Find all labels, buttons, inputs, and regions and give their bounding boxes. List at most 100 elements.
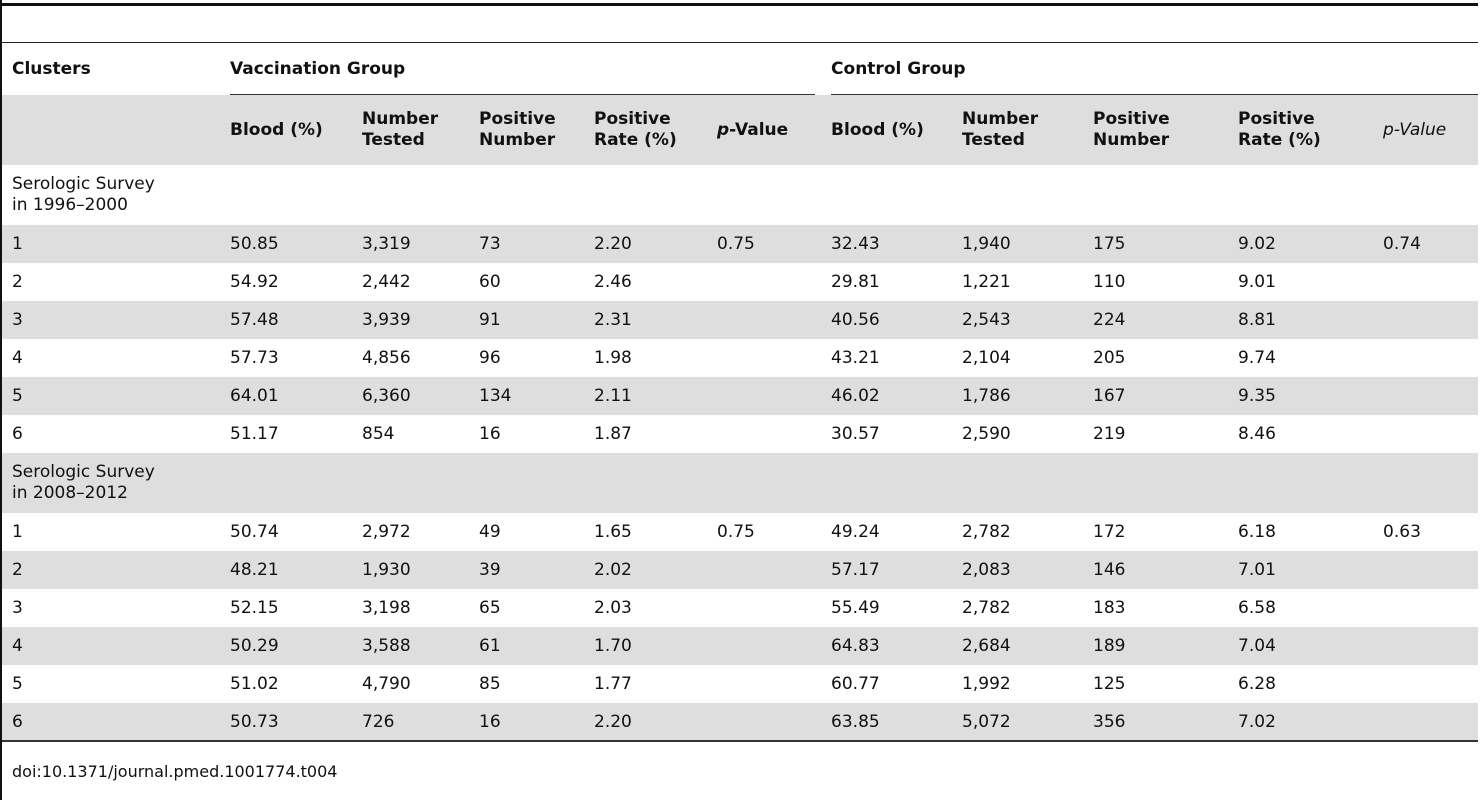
table-row: 4 50.29 3,588 61 1.70 64.83 2,684 189 7.04 <box>2 627 1479 665</box>
vacc-blood-cell: 48.21 <box>230 551 362 589</box>
vacc-positive-rate-cell: 2.31 <box>594 301 717 339</box>
vacc-number-tested-cell: 6,360 <box>362 377 479 415</box>
section-empty-cell <box>1383 453 1479 513</box>
ctrl-positive-rate-cell: 6.58 <box>1238 598 1276 618</box>
ctrl-positive-rate-cell: 9.01 <box>1238 272 1276 292</box>
vacc-number-tested-cell: 2,972 <box>362 522 411 542</box>
vacc-positive-number-header: Positive Number <box>479 95 594 165</box>
ctrl-number-tested-cell: 1,221 <box>962 272 1011 292</box>
cluster-cell: 4 <box>2 627 230 665</box>
ctrl-blood-header: Blood (%) <box>831 95 963 165</box>
vacc-p-value-cell <box>717 665 831 703</box>
ctrl-positive-rate-cell: 6.18 <box>1238 522 1276 542</box>
section-empty-cell <box>230 165 362 225</box>
section-empty-cell <box>1383 165 1478 225</box>
section-empty-cell <box>831 165 962 225</box>
table-row: 6 50.73 726 16 2.20 63.85 5,072 356 7.02 <box>2 703 1479 741</box>
ctrl-p-value-cell <box>1383 665 1478 703</box>
section-empty-cell <box>362 165 479 225</box>
ctrl-number-tested-cell: 5,072 <box>962 703 1094 741</box>
table-row: 3 52.15 3,198 65 2.03 55.49 2,782 183 6.58 <box>2 589 1478 627</box>
ctrl-p-value-header: p-Value <box>1383 95 1479 165</box>
ctrl-number-tested-cell: 2,104 <box>962 348 1011 368</box>
table-row: 6 51.17 854 16 1.87 30.57 2,590 219 8.46 <box>2 415 1478 453</box>
vacc-positive-rate-cell: 1.77 <box>594 674 632 694</box>
header-empty <box>2 95 230 165</box>
section-title: Serologic Survey in 2008–2012 <box>2 453 230 513</box>
ctrl-number-tested-cell: 2,590 <box>962 424 1011 444</box>
ctrl-p-value-cell: 0.74 <box>1383 225 1479 263</box>
vacc-p-value-cell <box>717 301 832 339</box>
section-empty-cell <box>1238 165 1383 225</box>
vacc-p-value-cell <box>717 627 832 665</box>
ctrl-blood-cell: 40.56 <box>831 301 963 339</box>
table-row: 4 57.73 4,856 96 1.98 43.21 2,104 205 9.74 <box>2 339 1478 377</box>
ctrl-positive-rate-cell: 7.02 <box>1238 703 1384 741</box>
ctrl-p-value-cell: 0.63 <box>1383 522 1421 542</box>
ctrl-blood-cell: 57.17 <box>831 551 963 589</box>
table-row: 2 54.92 2,442 60 2.46 29.81 1,221 110 9.01 <box>2 263 1478 301</box>
vacc-positive-rate-cell: 2.46 <box>594 272 632 292</box>
vacc-p-value-cell <box>717 415 831 453</box>
top-rule <box>0 3 1478 6</box>
vacc-positive-number-cell: 16 <box>479 424 501 444</box>
ctrl-number-tested-cell: 2,543 <box>962 301 1094 339</box>
vacc-positive-number-cell: 16 <box>479 703 594 741</box>
ctrl-positive-rate-cell: 6.28 <box>1238 674 1276 694</box>
vacc-positive-rate-cell: 1.70 <box>594 627 717 665</box>
vacc-positive-number-cell: 73 <box>479 225 594 263</box>
doi-footnote: doi:10.1371/journal.pmed.1001774.t004 <box>12 762 338 781</box>
ctrl-p-value-cell <box>1383 339 1478 377</box>
ctrl-number-tested-cell: 2,684 <box>962 627 1094 665</box>
vacc-positive-number-cell: 39 <box>479 551 594 589</box>
vacc-blood-cell: 50.74 <box>230 522 279 542</box>
ctrl-positive-number-cell: 189 <box>1093 627 1239 665</box>
ctrl-p-value-cell <box>1383 377 1479 415</box>
ctrl-positive-number-cell: 167 <box>1093 377 1239 415</box>
ctrl-positive-rate-cell: 7.04 <box>1238 627 1384 665</box>
vacc-positive-rate-cell: 2.03 <box>594 598 632 618</box>
vacc-positive-rate-header: Positive Rate (%) <box>594 95 717 165</box>
vacc-blood-cell: 64.01 <box>230 377 362 415</box>
ctrl-blood-cell: 46.02 <box>831 377 963 415</box>
vacc-positive-rate-cell: 1.65 <box>594 522 632 542</box>
data-table: Clusters Vaccination Group Control Group… <box>2 42 1479 741</box>
section-empty-cell <box>1093 165 1238 225</box>
ctrl-positive-rate-cell: 8.46 <box>1238 424 1276 444</box>
ctrl-number-tested-cell: 1,786 <box>962 377 1094 415</box>
vacc-positive-rate-cell: 2.02 <box>594 551 717 589</box>
section-empty-cell <box>962 453 1094 513</box>
clusters-header: Clusters <box>12 59 91 79</box>
vacc-blood-cell: 51.17 <box>230 424 279 444</box>
table-row: 5 64.01 6,360 134 2.11 46.02 1,786 167 9.35 <box>2 377 1479 415</box>
control-group-header: Control Group <box>831 43 1479 95</box>
ctrl-positive-number-cell: 125 <box>1093 674 1126 694</box>
vaccination-group-label: Vaccination Group <box>230 59 406 79</box>
section-empty-cell <box>479 453 594 513</box>
section-empty-cell <box>962 165 1093 225</box>
ctrl-positive-number-cell: 224 <box>1093 301 1239 339</box>
ctrl-blood-cell: 29.81 <box>831 272 880 292</box>
ctrl-p-value-cell <box>1383 589 1478 627</box>
ctrl-positive-number-cell: 183 <box>1093 598 1126 618</box>
ctrl-positive-rate-cell: 9.02 <box>1238 225 1384 263</box>
ctrl-blood-cell: 32.43 <box>831 225 963 263</box>
ctrl-number-tested-cell: 1,992 <box>962 674 1011 694</box>
ctrl-p-value-cell <box>1383 703 1479 741</box>
cluster-cell: 5 <box>2 377 230 415</box>
cluster-cell: 1 <box>2 225 230 263</box>
vacc-positive-rate-cell: 2.20 <box>594 703 717 741</box>
section-empty-cell <box>717 165 831 225</box>
vacc-number-tested-cell: 3,939 <box>362 301 479 339</box>
vacc-positive-rate-cell: 2.20 <box>594 225 717 263</box>
vacc-blood-cell: 50.85 <box>230 225 362 263</box>
section-row: Serologic Survey in 1996–2000 <box>2 165 1478 225</box>
bottom-rule <box>2 740 1478 742</box>
ctrl-positive-rate-cell: 7.01 <box>1238 551 1384 589</box>
ctrl-positive-rate-cell: 9.74 <box>1238 348 1276 368</box>
vacc-number-tested-cell: 3,319 <box>362 225 479 263</box>
vacc-blood-cell: 52.15 <box>230 598 279 618</box>
ctrl-positive-number-cell: 219 <box>1093 424 1126 444</box>
table-row: 1 50.85 3,319 73 2.20 0.75 32.43 1,940 175 9.02 0.… <box>2 225 1479 263</box>
